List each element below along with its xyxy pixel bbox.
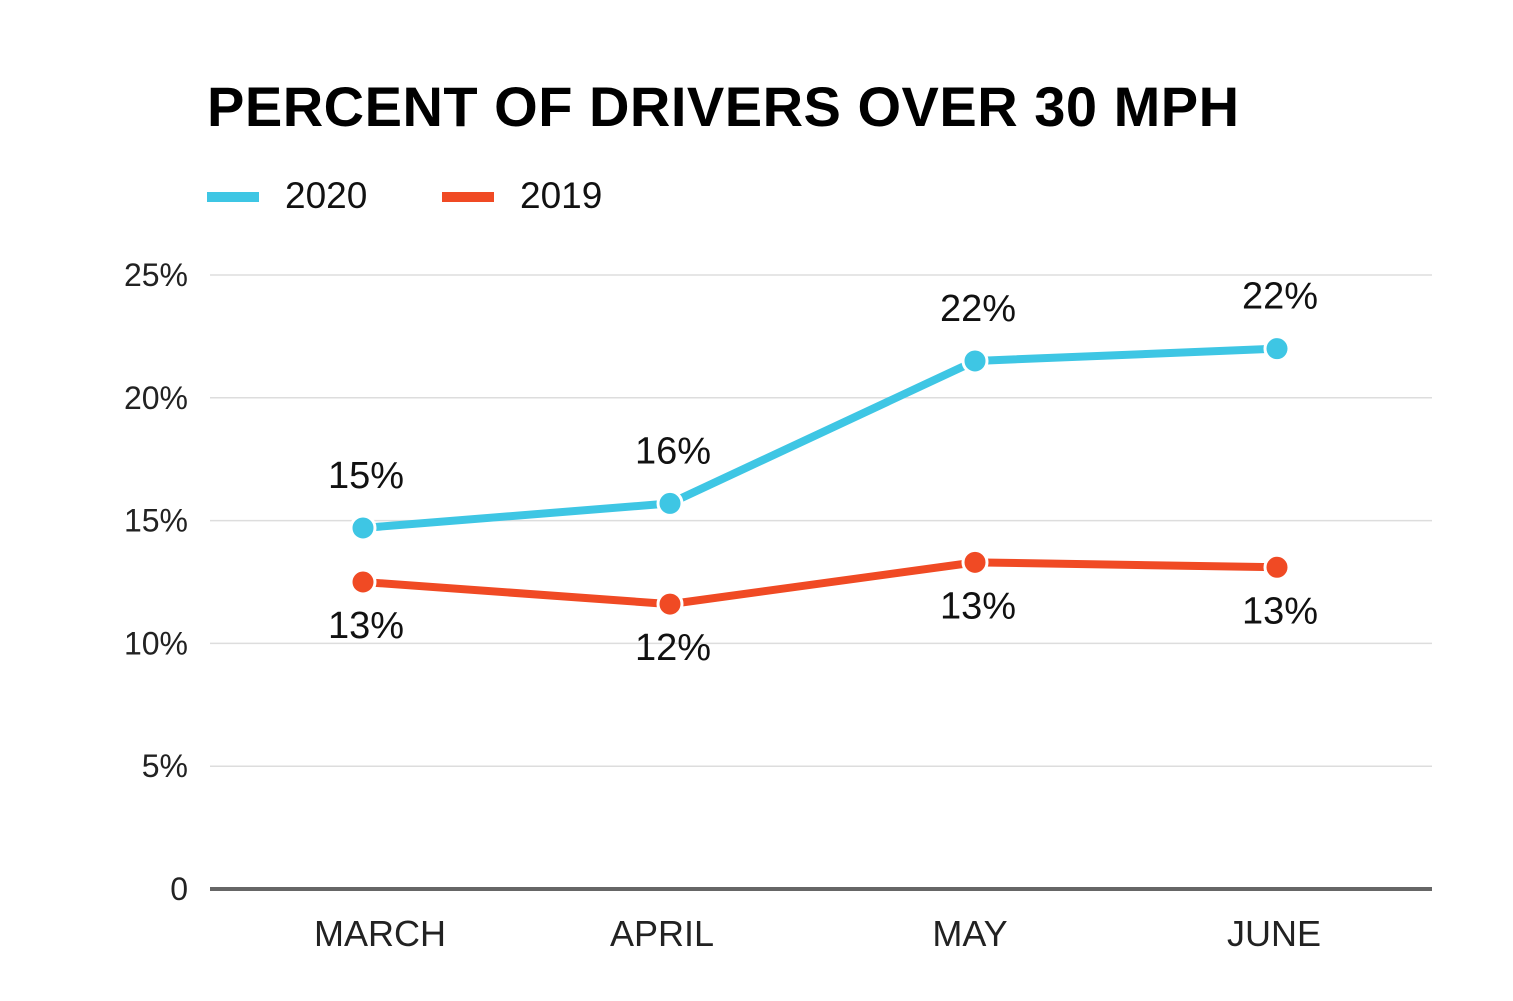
data-label-2020: 22%	[1242, 276, 1318, 318]
y-tick-label: 10%	[124, 625, 188, 661]
y-tick-label: 15%	[124, 503, 188, 539]
data-point-2020	[656, 489, 684, 517]
x-tick-label: APRIL	[610, 913, 714, 954]
x-tick-label: MARCH	[314, 913, 446, 954]
data-label-2020: 16%	[635, 430, 711, 472]
data-point-2020	[1263, 335, 1291, 363]
legend-label-2019: 2019	[520, 175, 603, 216]
data-label-2019: 13%	[328, 605, 404, 647]
data-point-2019	[349, 568, 377, 596]
legend-label-2020: 2020	[285, 175, 368, 216]
y-tick-label: 20%	[124, 380, 188, 416]
y-tick-label: 25%	[124, 257, 188, 293]
x-tick-label: JUNE	[1227, 913, 1321, 954]
data-point-2020	[961, 347, 989, 375]
data-point-2019	[961, 548, 989, 576]
data-label-2020: 15%	[328, 455, 404, 497]
legend: 2020 2019	[207, 172, 727, 222]
y-tick-label: 5%	[142, 748, 188, 784]
data-label-2019: 12%	[635, 627, 711, 669]
x-tick-label: MAY	[932, 913, 1007, 954]
data-point-2019	[1263, 553, 1291, 581]
data-label-2019: 13%	[1242, 590, 1318, 632]
series-line-2019	[359, 558, 1281, 609]
data-label-2019: 13%	[940, 585, 1016, 627]
legend-swatch-2020	[207, 192, 259, 202]
chart-title: PERCENT OF DRIVERS OVER 30 MPH	[207, 75, 1240, 138]
data-point-2019	[656, 590, 684, 618]
data-label-2020: 22%	[940, 288, 1016, 330]
y-tick-label: 0	[170, 871, 188, 907]
legend-swatch-2019	[442, 192, 494, 202]
data-point-2020	[349, 514, 377, 542]
series-line-2020	[359, 344, 1281, 532]
